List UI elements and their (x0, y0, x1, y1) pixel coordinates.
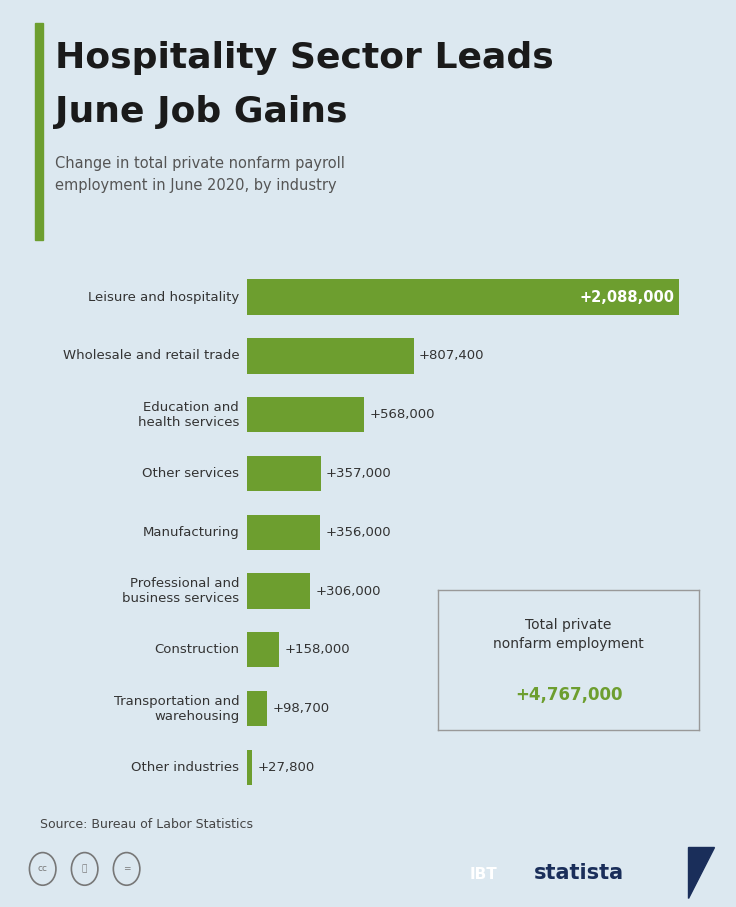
Text: +357,000: +357,000 (326, 467, 392, 480)
Bar (247, 573, 310, 609)
Text: Wholesale and retail trade: Wholesale and retail trade (63, 349, 239, 363)
Text: IBT: IBT (470, 867, 498, 882)
Text: Change in total private nonfarm payroll
employment in June 2020, by industry: Change in total private nonfarm payroll … (55, 156, 345, 193)
Bar (247, 397, 364, 433)
Bar (247, 514, 320, 550)
Text: Education and
health services: Education and health services (138, 401, 239, 429)
Bar (247, 338, 414, 374)
Text: +158,000: +158,000 (285, 643, 350, 657)
Text: statista: statista (534, 863, 623, 883)
Text: =: = (123, 864, 130, 873)
Text: Leisure and hospitality: Leisure and hospitality (88, 290, 239, 304)
Bar (247, 456, 321, 491)
Text: Transportation and
warehousing: Transportation and warehousing (113, 695, 239, 723)
Text: Total private
nonfarm employment: Total private nonfarm employment (493, 618, 644, 651)
Text: Other industries: Other industries (131, 761, 239, 774)
Text: +2,088,000: +2,088,000 (580, 289, 675, 305)
Text: +4,767,000: +4,767,000 (514, 686, 623, 704)
Text: Source: Bureau of Labor Statistics: Source: Bureau of Labor Statistics (40, 818, 253, 831)
Text: +356,000: +356,000 (325, 526, 391, 539)
Text: +306,000: +306,000 (315, 585, 381, 598)
Text: +807,400: +807,400 (419, 349, 484, 363)
Text: Hospitality Sector Leads: Hospitality Sector Leads (55, 41, 554, 74)
Text: +568,000: +568,000 (369, 408, 435, 421)
Text: June Job Gains: June Job Gains (55, 95, 347, 129)
Bar (247, 632, 279, 668)
Text: Manufacturing: Manufacturing (143, 526, 239, 539)
Text: Construction: Construction (155, 643, 239, 657)
Text: Other services: Other services (142, 467, 239, 480)
Text: +27,800: +27,800 (258, 761, 315, 774)
Bar (247, 279, 679, 315)
Text: Professional and
business services: Professional and business services (122, 577, 239, 605)
Text: +98,700: +98,700 (272, 702, 329, 715)
Bar (247, 750, 252, 785)
Text: ⓘ: ⓘ (82, 864, 88, 873)
Text: cc: cc (38, 864, 48, 873)
Bar (247, 691, 267, 727)
